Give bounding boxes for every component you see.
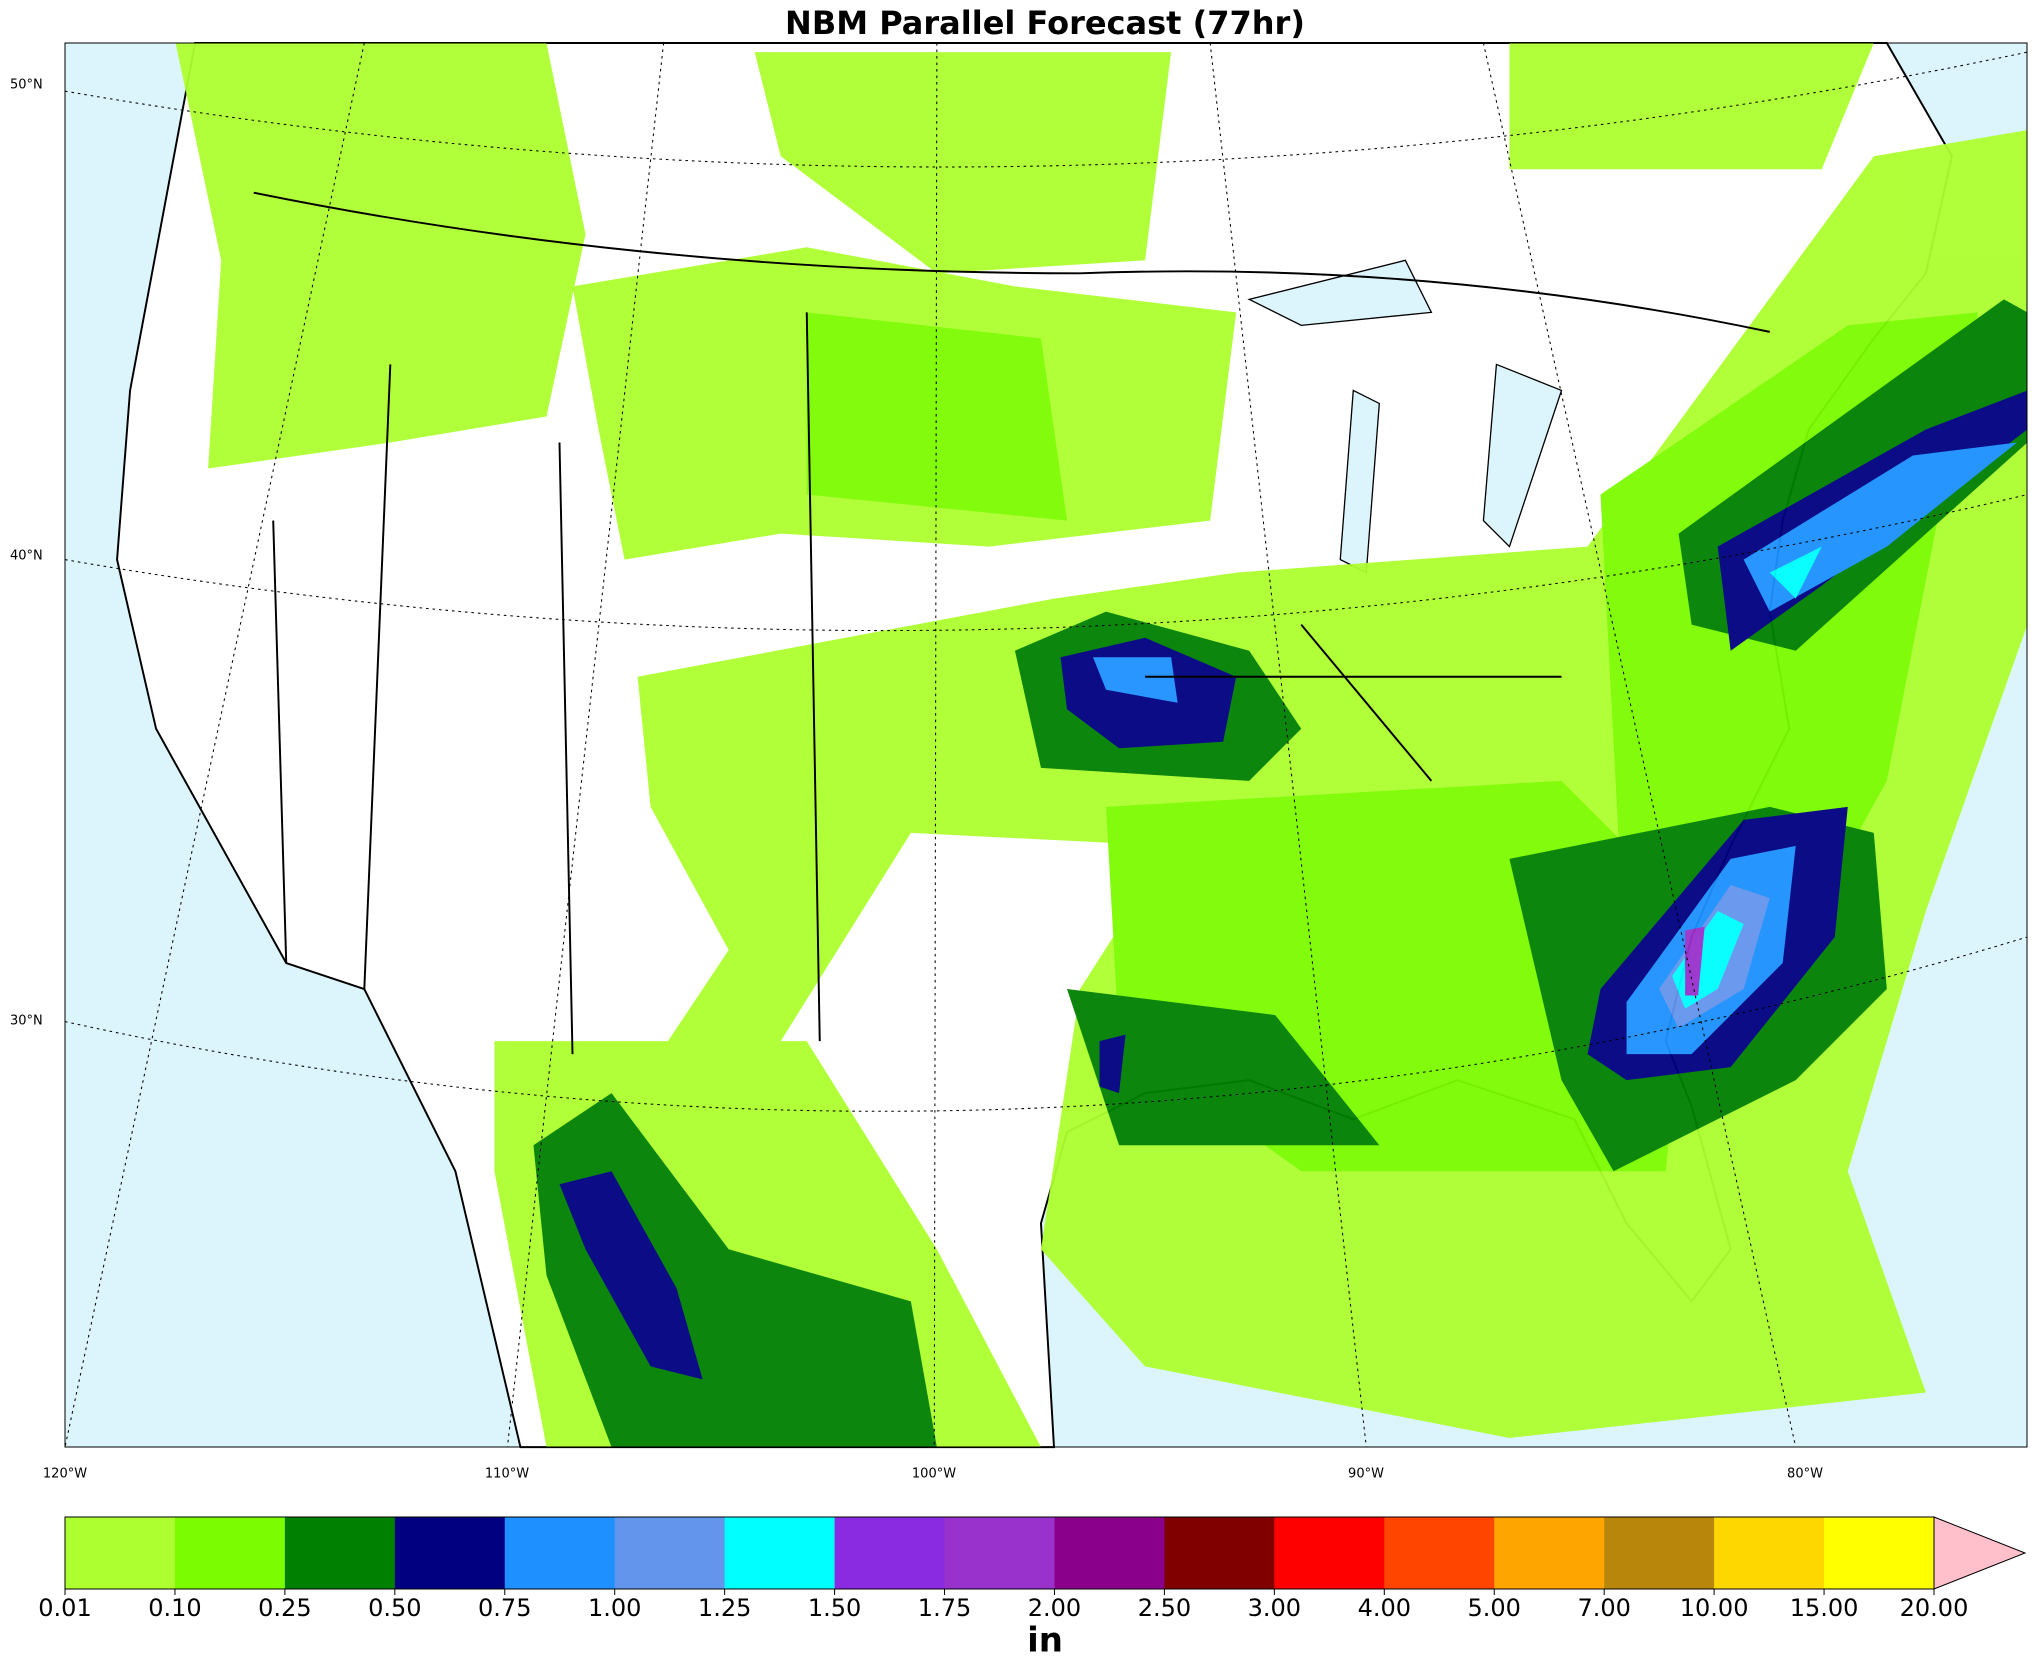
colorbar-box <box>724 1517 836 1589</box>
colorbar-box <box>1054 1517 1165 1589</box>
lat-label: 30°N <box>10 1014 43 1029</box>
colorbar-tick-label: 3.00 <box>1248 1594 1301 1622</box>
colorbar-box <box>504 1517 616 1589</box>
colorbar-extend <box>1933 1516 2027 1590</box>
colorbar-box <box>394 1517 506 1589</box>
colorbar-tick-label: 4.00 <box>1358 1594 1411 1622</box>
colorbar-tick-label: 0.25 <box>258 1594 311 1622</box>
borders <box>253 191 1770 1055</box>
colorbar-tick-label: 15.00 <box>1790 1594 1859 1622</box>
colorbar-box <box>1604 1517 1715 1589</box>
colorbar-tick-label: 0.75 <box>478 1594 531 1622</box>
colorbar-tick-label: 1.75 <box>918 1594 971 1622</box>
colorbar-tick-label: 1.50 <box>808 1594 861 1622</box>
colorbar-box <box>1384 1517 1495 1589</box>
colorbar-tick-label: 0.10 <box>148 1594 201 1622</box>
colorbar-tick-label: 7.00 <box>1577 1594 1630 1622</box>
colorbar-tick-label: 1.25 <box>698 1594 751 1622</box>
colorbar-tick-label: 2.50 <box>1138 1594 1191 1622</box>
map-content <box>64 42 2028 1449</box>
colorbar: 0.01 0.10 0.25 0.50 0.75 1.00 1.25 1.50 1.75 2.00… <box>38 1516 2027 1622</box>
colorbar-box <box>1164 1517 1275 1589</box>
map-frame <box>64 42 2028 1448</box>
lat-label: 50°N <box>10 78 43 93</box>
colorbar-box <box>944 1517 1055 1589</box>
lon-label: 120°W <box>43 1467 87 1482</box>
lon-label: 90°W <box>1348 1467 1384 1482</box>
colorbar-box <box>1714 1517 1825 1589</box>
colorbar-tick-label: 10.00 <box>1680 1594 1749 1622</box>
colorbar-box <box>1494 1517 1605 1589</box>
colorbar-tick-label: 20.00 <box>1900 1594 1969 1622</box>
lat-label: 40°N <box>10 549 43 564</box>
colorbar-tick-label: 0.01 <box>38 1594 91 1622</box>
colorbar-tick-label: 2.00 <box>1028 1594 1081 1622</box>
graticule <box>64 42 2028 1448</box>
map <box>64 42 2028 1449</box>
colorbar-tick-label: 5.00 <box>1468 1594 1521 1622</box>
lon-label: 110°W <box>485 1467 529 1482</box>
colorbar-frame <box>64 1516 1935 1590</box>
colorbar-tick-label: 0.50 <box>368 1594 421 1622</box>
colorbar-box <box>284 1517 396 1589</box>
colorbar-box <box>1824 1517 1935 1589</box>
title: NBM Parallel Forecast (77hr) <box>785 4 1305 42</box>
precipitation <box>175 43 2028 1448</box>
colorbar-box <box>174 1517 286 1589</box>
colorbar-tick-label: 1.00 <box>588 1594 641 1622</box>
lon-label: 80°W <box>1787 1467 1823 1482</box>
graticule-labels: 50°N 40°N 30°N 120°W 110°W 100°W 90°W 80°W <box>10 78 1823 1482</box>
colorbar-box <box>65 1517 176 1589</box>
colorbar-box <box>614 1517 726 1589</box>
colorbar-box <box>834 1517 946 1589</box>
lon-label: 100°W <box>912 1467 956 1482</box>
colorbar-box <box>1274 1517 1385 1589</box>
colorbar-unit: in <box>1027 1621 1063 1661</box>
